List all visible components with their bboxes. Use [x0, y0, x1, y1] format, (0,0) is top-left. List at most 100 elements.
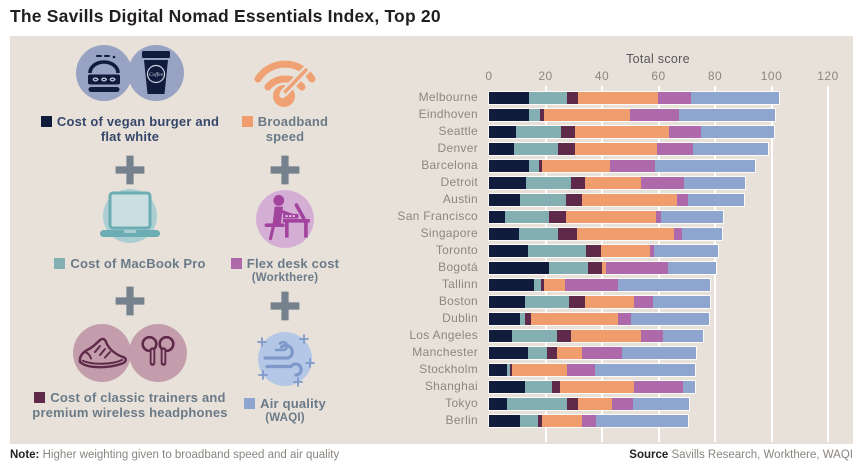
bar-segment-vegan-burger [489, 262, 549, 274]
bar-segment-trainers [588, 262, 602, 274]
trainers-swatch [34, 392, 46, 403]
bar-segment-air-quality [652, 296, 710, 308]
bar-row [489, 211, 723, 223]
bar-segment-macbook [527, 245, 586, 257]
bar-segment-air-quality [679, 109, 776, 121]
bar-segment-broadband [565, 211, 657, 223]
legend-item-vegan-burger: Cost of vegan burger and flat white [15, 114, 245, 144]
bar-segment-macbook [511, 330, 557, 342]
category-label: Berlin [445, 413, 478, 427]
category-label: Detroit [440, 175, 478, 189]
bar-segment-broadband [601, 262, 607, 274]
category-label: Boston [438, 294, 478, 308]
bar-segment-air-quality [655, 160, 755, 172]
bar-segment-vegan-burger [489, 415, 520, 427]
bar-segment-trainers [568, 296, 586, 308]
footnote-prefix: Note: [10, 449, 40, 461]
bar-row [489, 109, 776, 121]
flex-desk-icon [256, 190, 314, 248]
bar-segment-vegan-burger [489, 211, 506, 223]
bar-segment-vegan-burger [489, 143, 515, 155]
svg-text:Coffee: Coffee [149, 71, 164, 78]
bar-segment-flex-desk [668, 126, 701, 138]
bar-segment-trainers [540, 279, 545, 291]
bar-segment-air-quality [617, 279, 711, 291]
infographic-panel: Coffee Cost of vegan burger and flat whi… [10, 36, 853, 444]
bar-segment-vegan-burger [489, 160, 529, 172]
category-label: Austin [442, 192, 478, 206]
bar-segment-vegan-burger [489, 296, 526, 308]
bar-segment-macbook [518, 228, 558, 240]
bar-segment-air-quality [684, 177, 745, 189]
bar-segment-broadband [577, 398, 613, 410]
wind-icon [257, 332, 315, 387]
bar-segment-vegan-burger [489, 279, 535, 291]
bar-segment-air-quality [668, 262, 717, 274]
bar-segment-trainers [566, 398, 578, 410]
axis-tick-label: 20 [538, 69, 553, 83]
bar-segment-vegan-burger [489, 177, 527, 189]
bar-row [489, 347, 696, 359]
plus-icon [270, 291, 300, 321]
plus-icon [115, 155, 145, 185]
legend-item-trainers: Cost of classic trainers and premium wir… [15, 390, 245, 420]
bar-segment-broadband [511, 364, 567, 376]
legend-label: Cost of MacBook Pro [70, 256, 206, 271]
bar-segment-flex-desk [581, 415, 597, 427]
grid-line [827, 86, 829, 442]
bar-segment-macbook [519, 415, 538, 427]
bar-row [489, 330, 704, 342]
bar-segment-air-quality [595, 364, 695, 376]
air-quality-icon-cell [200, 326, 370, 397]
legend-item-broadband: Broadband speed [200, 114, 370, 144]
legend-label: Flex desk cost [246, 256, 340, 271]
bar-segment-vegan-burger [489, 381, 526, 393]
bar-segment-flex-desk [674, 228, 683, 240]
bar-row [489, 177, 745, 189]
category-label: Tokyo [445, 396, 478, 410]
bar-segment-flex-desk [564, 279, 618, 291]
bar-segment-flex-desk [633, 296, 653, 308]
bar-segment-broadband [585, 177, 641, 189]
earbuds-icon [129, 324, 187, 382]
category-label: Seattle [438, 124, 478, 138]
bar-row [489, 194, 745, 206]
bar-segment-air-quality [682, 228, 722, 240]
bar-segment-macbook [520, 194, 566, 206]
bar-chart: Total score 0 20 40 60 80 100 120 Melbourne Eind… [10, 36, 853, 444]
bar-segment-air-quality [622, 347, 696, 359]
legend-label: Air quality [260, 396, 326, 411]
bar-segment-flex-desk [612, 398, 634, 410]
macbook-swatch [54, 258, 66, 269]
bar-segment-flex-desk [629, 109, 680, 121]
burger-icon [76, 45, 132, 101]
bar-segment-air-quality [692, 143, 769, 155]
flex-desk-icon-cell [200, 188, 370, 255]
category-label: Barcelona [421, 158, 478, 172]
bar-row [489, 398, 690, 410]
bar-segment-vegan-burger [489, 126, 517, 138]
bar-segment-flex-desk [676, 194, 688, 206]
sneaker-icon [73, 324, 131, 382]
plus-icon [115, 286, 145, 316]
footnote: Note: Higher weighting given to broadban… [10, 449, 339, 461]
bar-segment-macbook [507, 398, 567, 410]
category-label: Manchester [412, 345, 478, 359]
bar-segment-broadband [542, 160, 611, 172]
bar-segment-broadband [577, 92, 659, 104]
bar-segment-broadband [576, 228, 675, 240]
bar-segment-trainers [558, 143, 575, 155]
bar-segment-trainers [585, 245, 601, 257]
category-label: Dublin [442, 311, 478, 325]
bar-segment-flex-desk [650, 245, 655, 257]
source-prefix: Source [629, 449, 669, 461]
coffee-cup-icon: Coffee [128, 45, 184, 101]
category-label: Shanghai [424, 379, 478, 393]
legend-label: Cost of vegan burger and flat white [56, 114, 220, 144]
legend-item-air-quality: Air quality (WAQI) [200, 396, 370, 426]
bar-segment-air-quality [633, 398, 690, 410]
bar-segment-vegan-burger [489, 330, 512, 342]
legend-sublabel: (WAQI) [265, 412, 305, 424]
bar-segment-broadband [581, 194, 677, 206]
bar-segment-flex-desk [656, 143, 693, 155]
